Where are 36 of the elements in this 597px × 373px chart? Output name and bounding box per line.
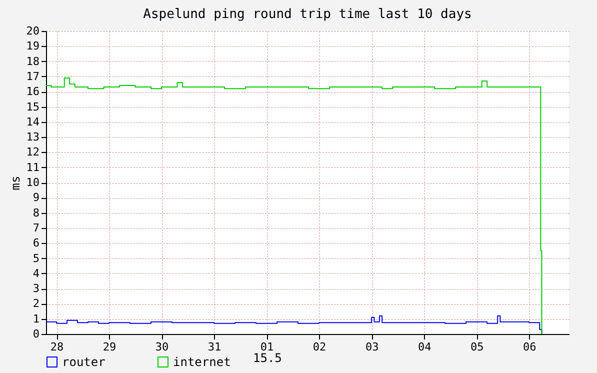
y-tick-label: 17 (26, 70, 40, 83)
x-tick-label: 05 (470, 340, 484, 354)
y-tick-label: 16 (26, 85, 40, 98)
y-tick-label: 14 (26, 115, 40, 128)
x-tick-label: 02 (312, 340, 326, 354)
y-tick-label: 2 (32, 297, 40, 310)
x-tick-label: 28 (50, 340, 64, 354)
y-tick-label: 15 (26, 100, 40, 114)
y-tick-label: 11 (26, 160, 40, 174)
x-tick-label: 30 (155, 340, 169, 354)
y-tick-label: 0 (32, 328, 40, 340)
y-tick-label: 6 (32, 236, 40, 250)
y-tick-label: 13 (26, 130, 40, 144)
x-tick-label: 06 (522, 340, 536, 354)
text: 15.5 (253, 351, 282, 365)
y-tick-label: 5 (32, 252, 40, 265)
chart-title: Aspelund ping round trip time last 10 days (143, 7, 472, 22)
legend-label: router (62, 355, 106, 369)
y-tick-label: 3 (32, 282, 40, 296)
x-tick-label: 03 (365, 340, 379, 354)
y-axis-title: ms (8, 176, 22, 190)
y-tick-label: 9 (32, 191, 40, 204)
y-tick-label: 19 (26, 40, 40, 53)
x-tick-label: 31 (208, 340, 222, 354)
y-tick-label: 10 (26, 176, 40, 189)
legend-label: internet (173, 355, 231, 369)
y-tick-label: 7 (32, 221, 40, 234)
y-tick-label: 1 (32, 312, 40, 326)
y-tick-label: 4 (32, 266, 40, 280)
y-tick-label: 12 (26, 146, 40, 159)
y-tick-label: 18 (26, 54, 40, 68)
y-tick-label: 20 (26, 24, 40, 38)
x-tick-label: 04 (418, 340, 432, 354)
y-tick-label: 8 (32, 206, 40, 220)
x-tick-label: 29 (102, 340, 116, 354)
x-tick-label: 01 (260, 340, 274, 354)
